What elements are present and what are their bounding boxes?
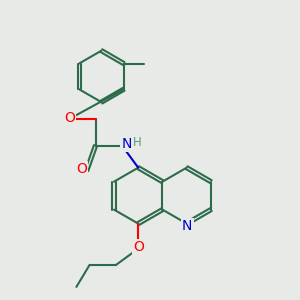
- Text: O: O: [76, 162, 87, 176]
- Text: N: N: [121, 137, 132, 151]
- Text: O: O: [134, 240, 144, 254]
- Text: O: O: [64, 111, 75, 124]
- Text: H: H: [133, 136, 142, 148]
- Text: N: N: [182, 219, 192, 233]
